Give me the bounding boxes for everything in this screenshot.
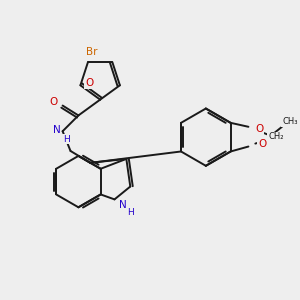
Text: N: N: [118, 200, 126, 210]
Text: O: O: [258, 139, 266, 148]
Text: Br: Br: [86, 47, 98, 57]
Text: CH₂: CH₂: [268, 132, 284, 141]
Text: O: O: [50, 97, 58, 106]
Text: N: N: [53, 125, 61, 135]
Text: O: O: [85, 78, 93, 88]
Text: H: H: [63, 135, 70, 144]
Text: CH₃: CH₃: [268, 133, 284, 142]
Text: H: H: [127, 208, 134, 217]
Text: O: O: [255, 124, 263, 134]
Text: CH₃: CH₃: [282, 117, 298, 126]
